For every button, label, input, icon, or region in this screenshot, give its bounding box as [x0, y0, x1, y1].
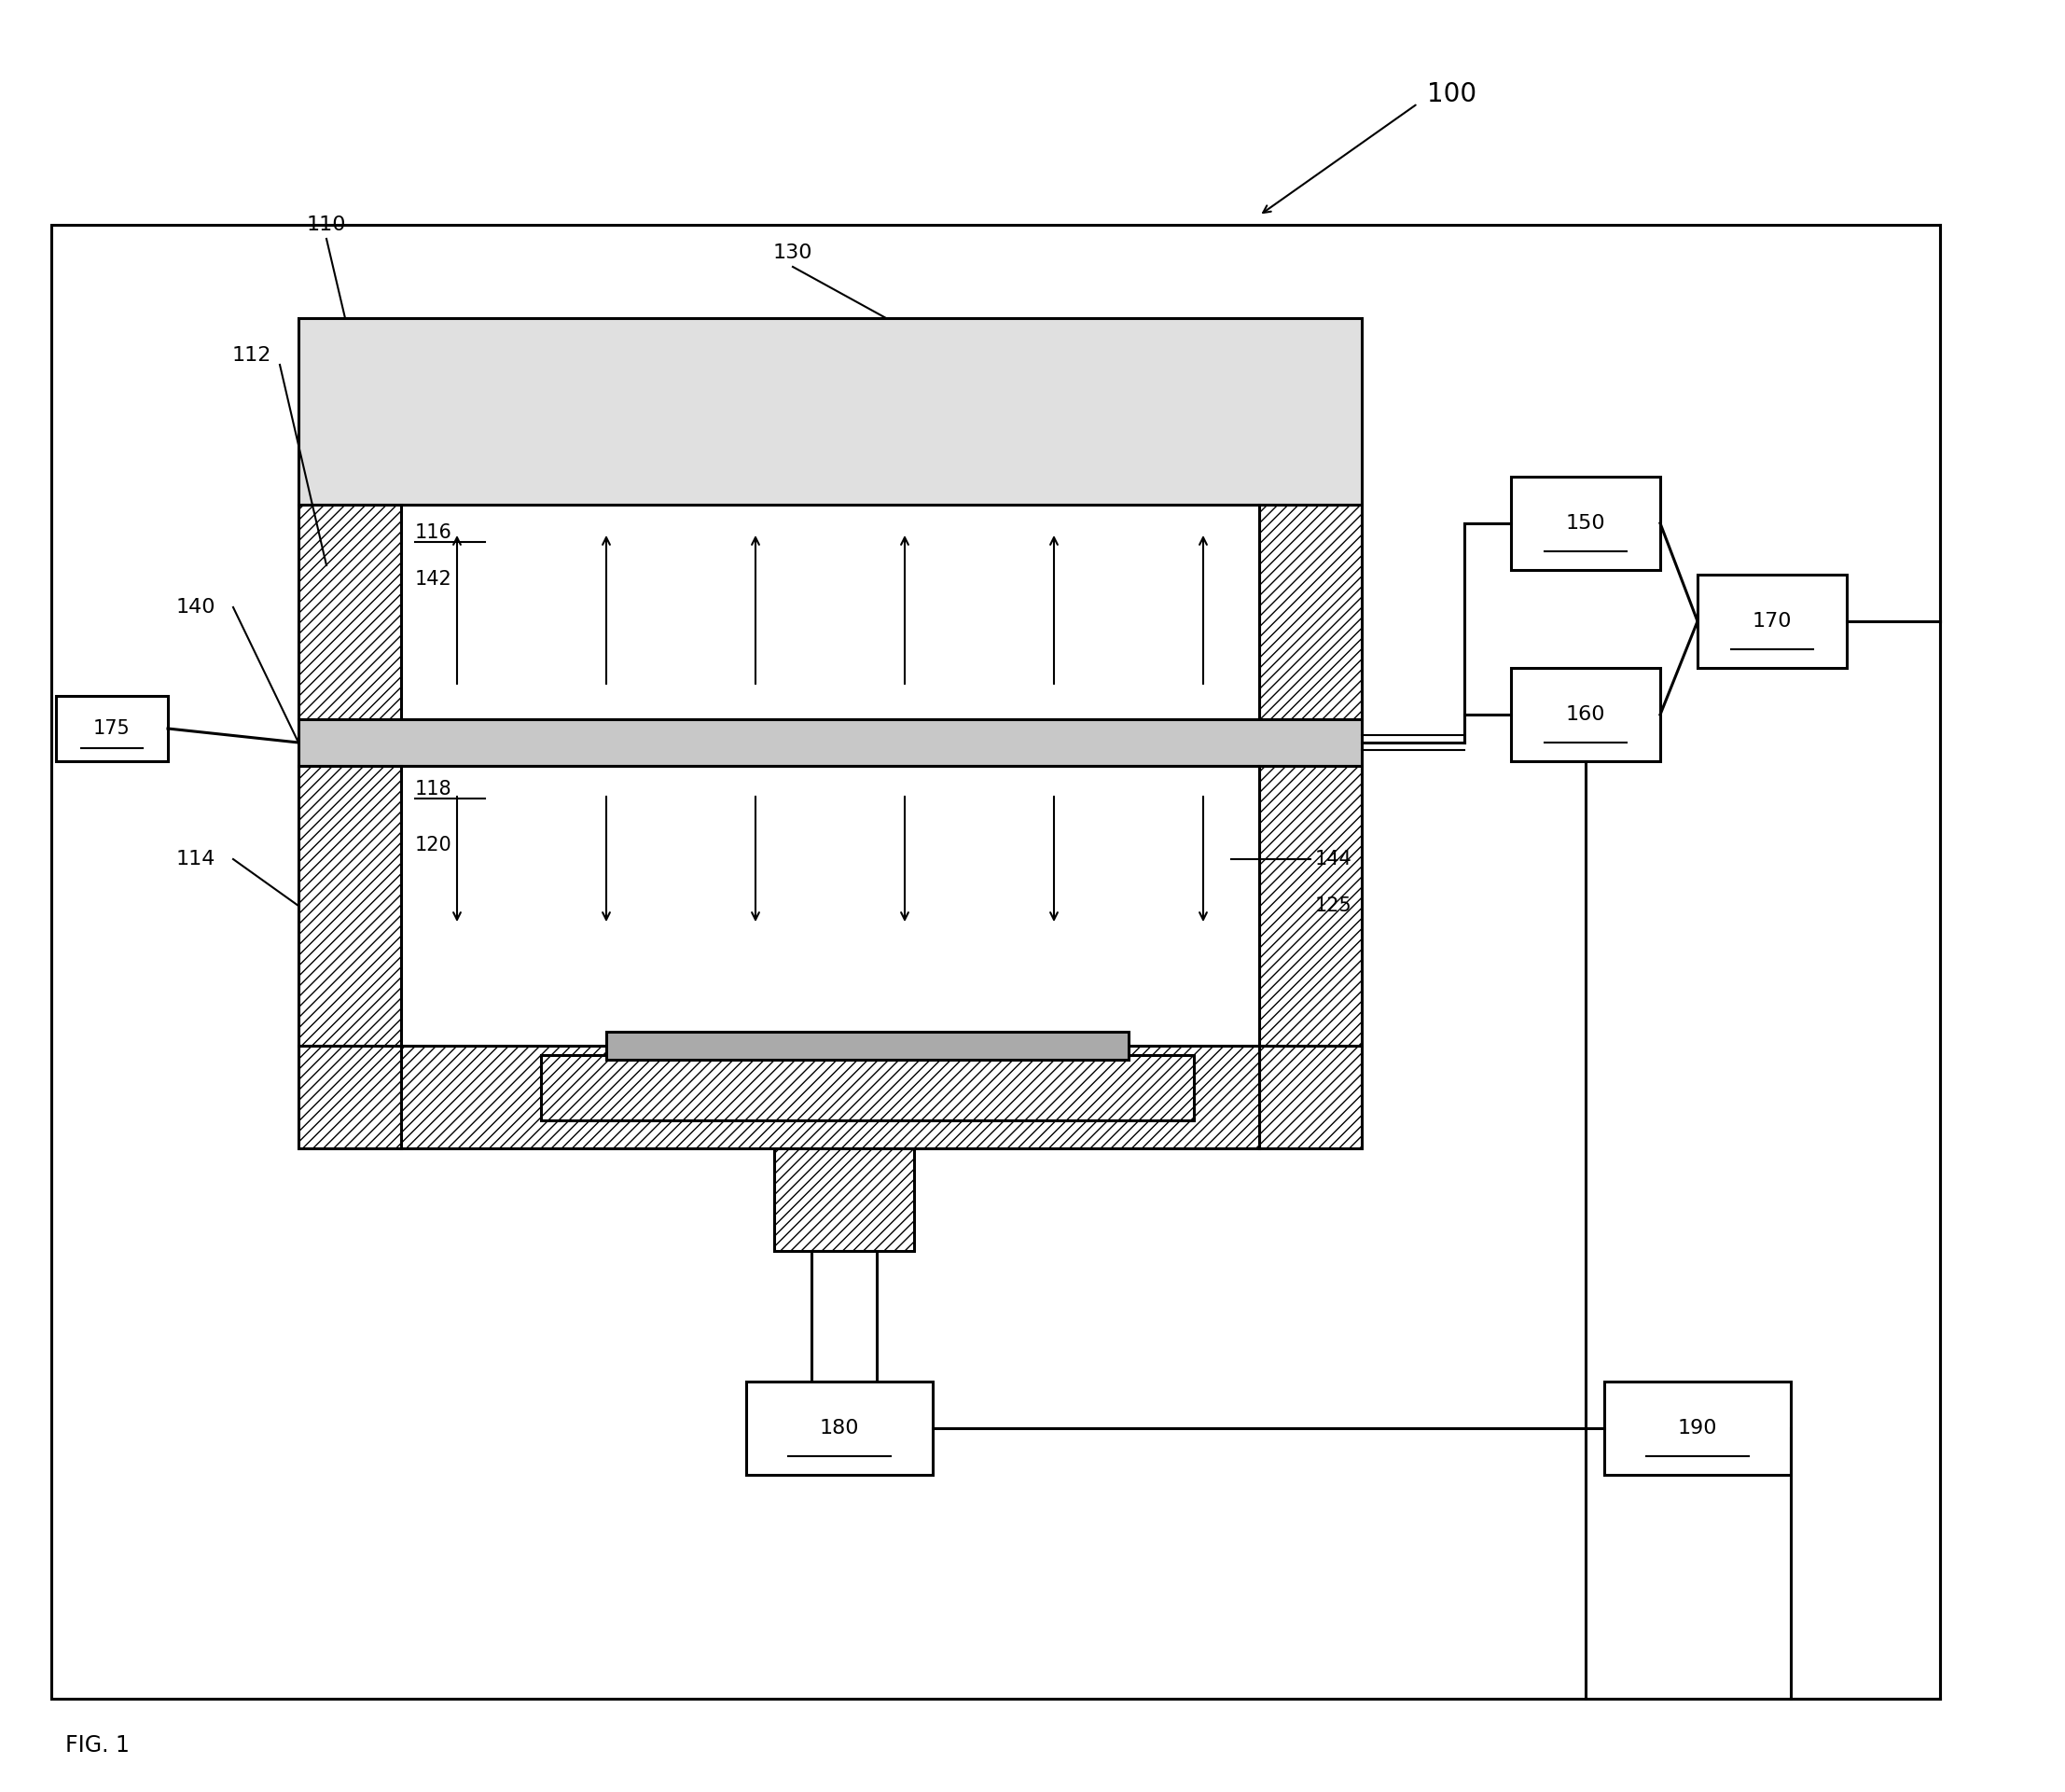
Bar: [607, 1032, 1130, 1059]
Text: 125: 125: [1315, 896, 1353, 916]
Text: FIG. 1: FIG. 1: [66, 1735, 130, 1756]
Bar: [812, 1251, 878, 1382]
Text: 130: 130: [772, 244, 814, 262]
Text: 114: 114: [176, 849, 215, 869]
Text: 112: 112: [231, 346, 273, 366]
Text: 116: 116: [415, 523, 452, 541]
Text: 190: 190: [1677, 1419, 1718, 1437]
Text: 170: 170: [1753, 611, 1792, 631]
Text: 118: 118: [415, 780, 452, 799]
Text: 180: 180: [820, 1419, 859, 1437]
Bar: [401, 505, 1260, 719]
Text: 142: 142: [415, 570, 452, 588]
Bar: [299, 505, 401, 719]
Text: 100: 100: [1427, 81, 1476, 108]
Bar: [299, 319, 1361, 505]
Bar: [1260, 1047, 1361, 1149]
Bar: [1512, 668, 1660, 762]
Text: 120: 120: [415, 835, 452, 855]
Bar: [1697, 575, 1846, 668]
Bar: [401, 765, 1260, 1047]
Bar: [1605, 1382, 1790, 1475]
Text: 110: 110: [306, 215, 347, 235]
Bar: [56, 695, 167, 762]
Text: 140: 140: [176, 599, 215, 616]
Bar: [1260, 505, 1361, 719]
Bar: [541, 1055, 1194, 1120]
Bar: [1260, 765, 1361, 1047]
Text: 144: 144: [1315, 849, 1353, 869]
Text: 150: 150: [1565, 514, 1605, 532]
Bar: [299, 719, 1361, 765]
Bar: [774, 1149, 915, 1251]
Bar: [52, 224, 1939, 1699]
Bar: [299, 1047, 401, 1149]
Bar: [745, 1382, 933, 1475]
Bar: [401, 1047, 1260, 1149]
Text: 175: 175: [93, 719, 130, 738]
Text: 160: 160: [1565, 706, 1605, 724]
Bar: [1512, 477, 1660, 570]
Bar: [299, 765, 401, 1047]
